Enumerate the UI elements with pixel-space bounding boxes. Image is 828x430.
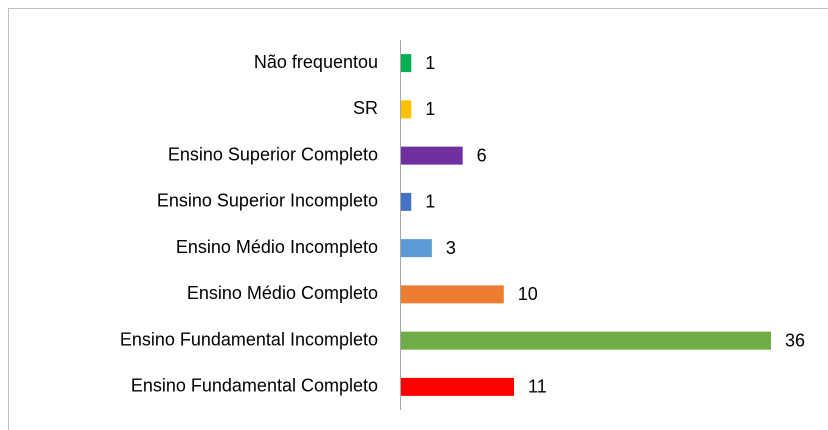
bar (401, 377, 515, 396)
y-tick-label: Ensino Fundamental Completo (131, 376, 378, 396)
bar (401, 192, 412, 211)
bar (401, 239, 432, 258)
chart-frame (8, 8, 828, 430)
y-tick-label: Ensino Médio Completo (187, 283, 378, 303)
data-label: 11 (528, 377, 547, 397)
bar (401, 100, 412, 119)
y-tick-label: Não frequentou (254, 52, 378, 72)
data-label: 36 (785, 330, 805, 350)
bar (401, 285, 504, 304)
data-label: 1 (425, 99, 435, 119)
data-label: 6 (477, 145, 487, 165)
data-label: 10 (518, 284, 538, 304)
data-label: 1 (425, 192, 435, 212)
y-tick-label: Ensino Superior Incompleto (157, 191, 378, 211)
bar (401, 146, 463, 165)
bar (401, 331, 771, 350)
y-tick-label: SR (353, 98, 378, 118)
y-tick-label: Ensino Fundamental Incompleto (120, 329, 378, 349)
data-label: 3 (446, 238, 456, 258)
y-tick-label: Ensino Médio Incompleto (176, 237, 378, 257)
data-label: 1 (425, 53, 435, 73)
y-tick-label: Ensino Superior Completo (168, 144, 378, 164)
bar (401, 54, 412, 73)
